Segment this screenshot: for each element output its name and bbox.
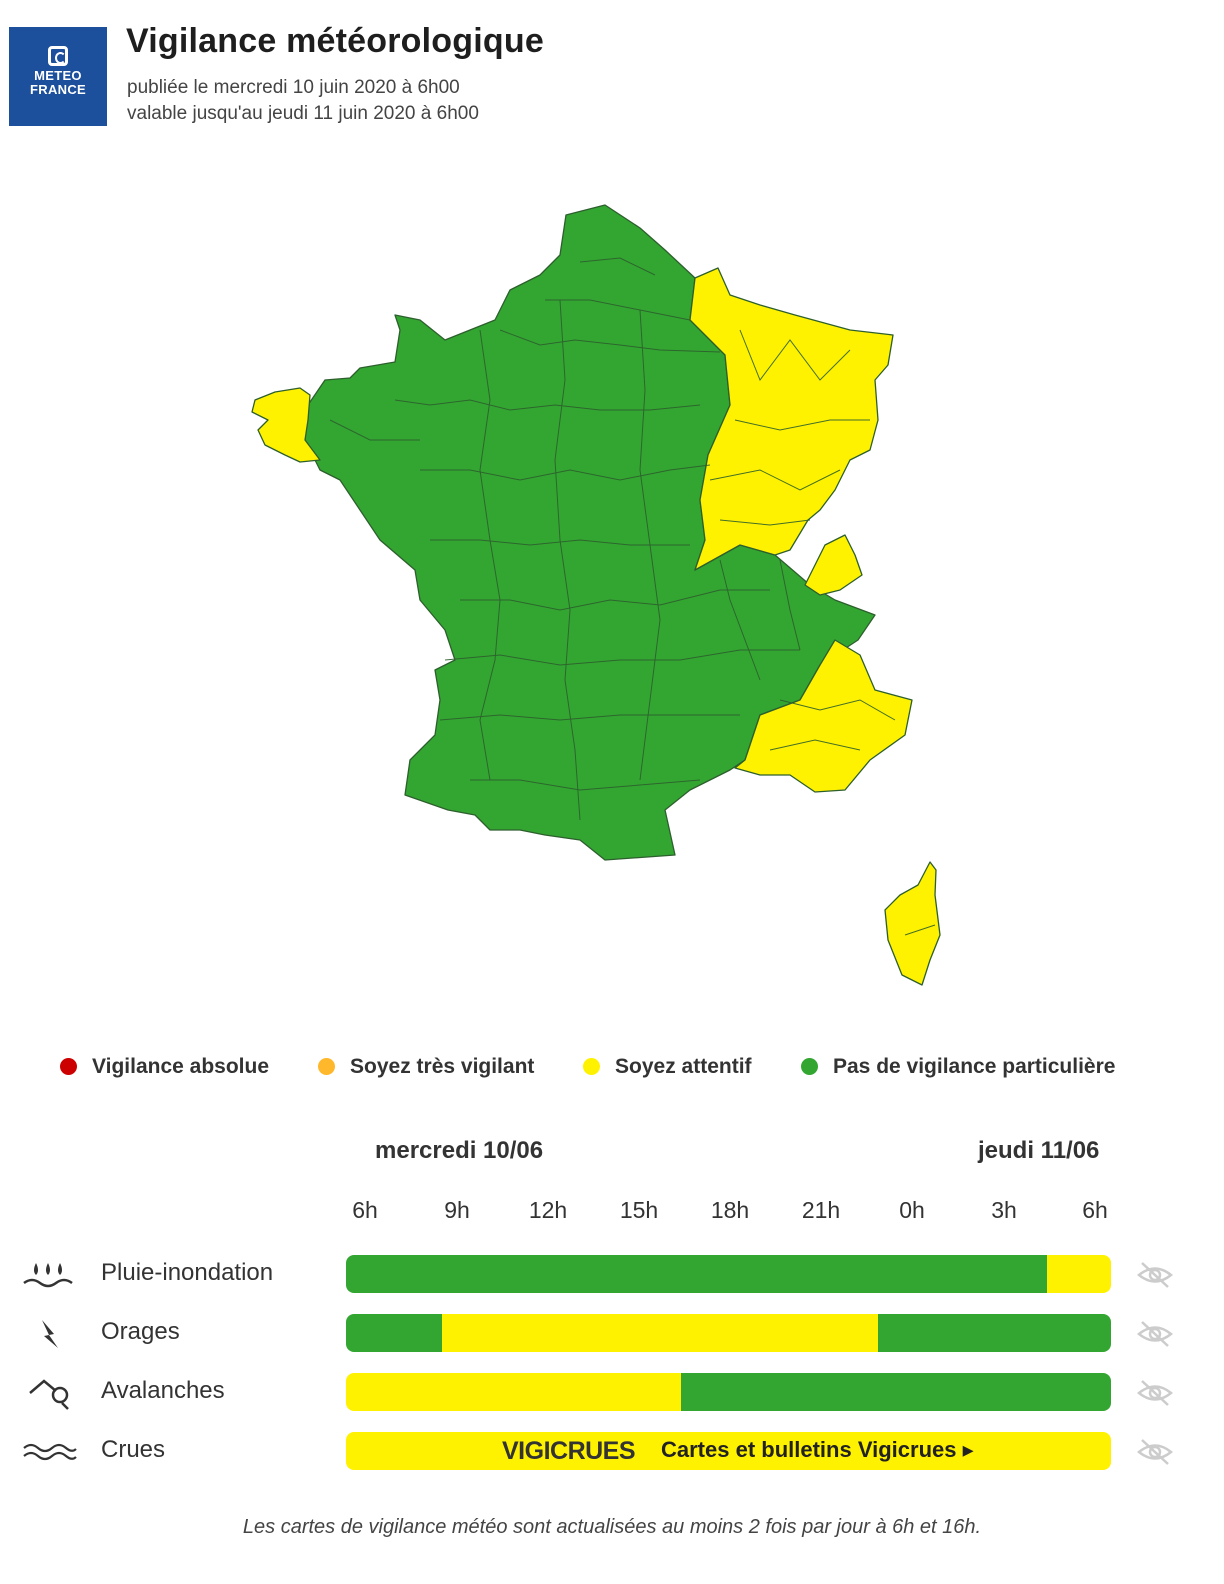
region-savoie[interactable] xyxy=(804,534,863,596)
hour-tick: 21h xyxy=(801,1197,841,1223)
meteo-france-logo-icon xyxy=(48,46,68,66)
footer-note: Les cartes de vigilance météo sont actua… xyxy=(242,1516,982,1538)
timeline-bar-pluie-inondation[interactable] xyxy=(346,1255,1111,1293)
timeline-bar-crues[interactable]: VIGICRUES Cartes et bulletins Vigicrues … xyxy=(346,1432,1111,1470)
eye-slash-icon[interactable] xyxy=(1136,1437,1174,1467)
row-label-orages: Orages xyxy=(101,1318,180,1345)
yellow-dot-icon xyxy=(583,1058,600,1075)
legend-label: Vigilance absolue xyxy=(92,1055,270,1078)
hour-tick: 3h xyxy=(991,1197,1017,1223)
legend-label: Soyez attentif xyxy=(615,1055,752,1078)
region-finistere[interactable] xyxy=(251,387,321,463)
timeline-segment-yellow xyxy=(346,1373,681,1411)
timeline-bar-avalanches[interactable] xyxy=(346,1373,1111,1411)
legend-label: Pas de vigilance particulière xyxy=(833,1055,1116,1078)
timeline-bar-orages[interactable] xyxy=(346,1314,1111,1352)
timeline-segment-green xyxy=(346,1314,442,1352)
timeline-segment-yellow xyxy=(1047,1255,1111,1293)
row-label-pluie-inondation: Pluie-inondation xyxy=(101,1259,274,1286)
row-label-crues: Crues xyxy=(101,1436,166,1463)
hour-tick: 6h xyxy=(1082,1197,1108,1223)
eye-slash-icon[interactable] xyxy=(1136,1378,1174,1408)
vigilance-map[interactable] xyxy=(0,150,1224,1000)
hour-tick: 12h xyxy=(528,1197,568,1223)
timeline-segment-yellow xyxy=(441,1314,879,1352)
row-label-avalanches: Avalanches xyxy=(101,1377,225,1404)
timeline-segment-green xyxy=(346,1255,1048,1293)
rain-flood-icon xyxy=(23,1263,73,1288)
published-date: publiée le mercredi 10 juin 2020 à 6h00 xyxy=(127,77,460,98)
region-south-east[interactable] xyxy=(734,639,913,793)
logo-line2: FRANCE xyxy=(30,82,86,97)
lightning-icon xyxy=(42,1320,58,1348)
region-corse[interactable] xyxy=(884,861,941,986)
legend-item-soyez-tres-vigilant: Soyez très vigilant xyxy=(318,1055,534,1079)
hour-tick: 6h xyxy=(352,1197,378,1223)
orange-dot-icon xyxy=(318,1058,335,1075)
legend-item-pas-de-vigilance: Pas de vigilance particulière xyxy=(801,1055,1115,1079)
hour-tick: 9h xyxy=(444,1197,470,1223)
eye-slash-icon[interactable] xyxy=(1136,1260,1174,1290)
legend-item-vigilance-absolue: Vigilance absolue xyxy=(60,1055,269,1079)
vigicrues-logo: VIGICRUES xyxy=(502,1437,636,1465)
eye-slash-icon[interactable] xyxy=(1136,1319,1174,1349)
red-dot-icon xyxy=(60,1058,77,1075)
valid-until-date: valable jusqu'au jeudi 11 juin 2020 à 6h… xyxy=(127,103,479,124)
hour-tick: 0h xyxy=(899,1197,925,1223)
waves-icon xyxy=(23,1443,77,1461)
green-dot-icon xyxy=(801,1058,818,1075)
vigicrues-link[interactable]: Cartes et bulletins Vigicrues ▸ xyxy=(661,1437,974,1462)
legend-item-soyez-attentif: Soyez attentif xyxy=(583,1055,752,1079)
day-label-1: mercredi 10/06 xyxy=(375,1137,544,1164)
logo-line1: METEO xyxy=(34,68,82,83)
timeline-segment-green xyxy=(680,1373,1111,1411)
hour-tick: 18h xyxy=(710,1197,750,1223)
page-title: Vigilance météorologique xyxy=(126,22,544,60)
legend-label: Soyez très vigilant xyxy=(350,1055,535,1078)
avalanche-icon xyxy=(29,1379,69,1410)
timeline-segment-green xyxy=(878,1314,1111,1352)
day-label-2: jeudi 11/06 xyxy=(978,1137,1100,1164)
hour-tick: 15h xyxy=(619,1197,659,1223)
meteo-france-logo: METEO FRANCE xyxy=(9,27,107,126)
region-north-east[interactable] xyxy=(689,267,894,571)
